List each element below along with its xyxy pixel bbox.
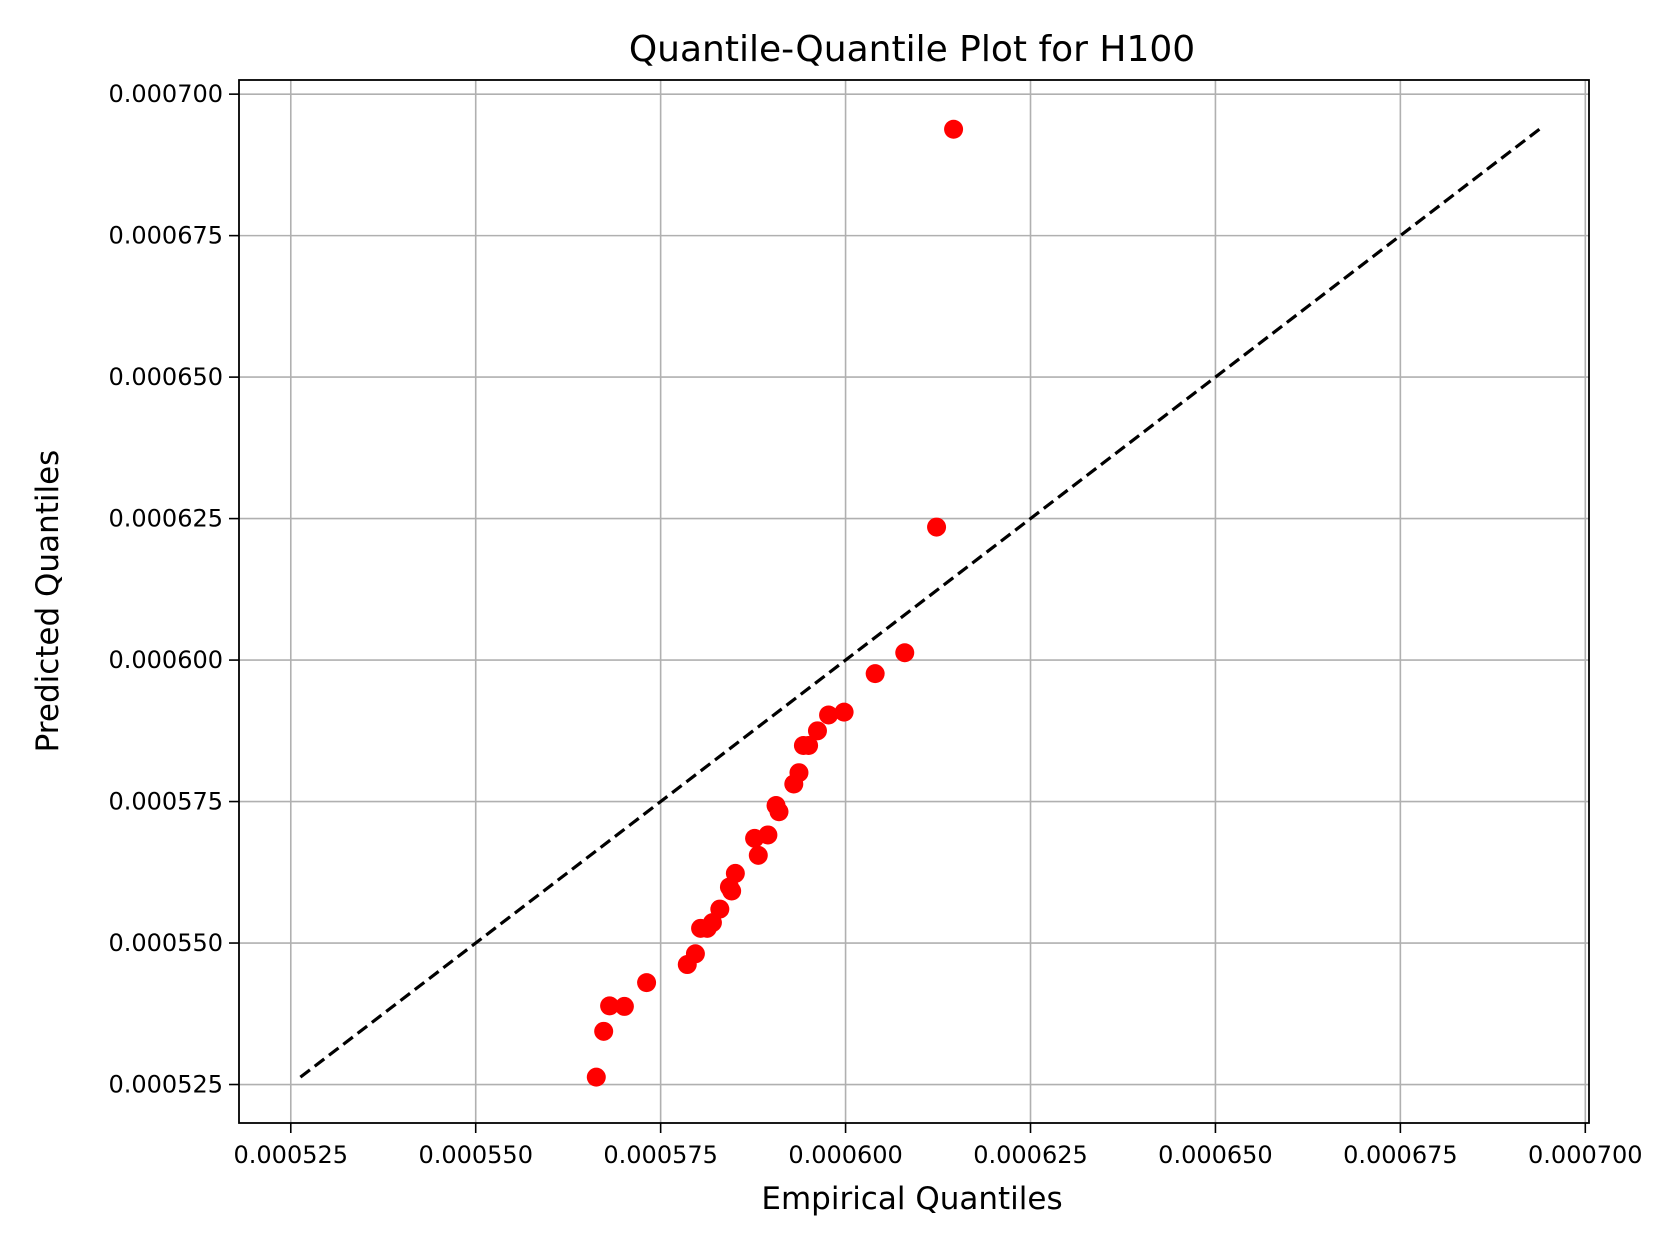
- data-point: [637, 973, 657, 993]
- data-point: [789, 763, 809, 783]
- y-tick-label: 0.000575: [108, 788, 223, 816]
- data-point: [586, 1067, 606, 1087]
- data-point: [769, 802, 789, 822]
- x-axis-label: Empirical Quantiles: [761, 1181, 1062, 1217]
- y-tick-label: 0.000600: [108, 646, 223, 674]
- plot-frame: [238, 79, 1590, 1124]
- y-axis-label: Predicted Quantiles: [30, 450, 66, 753]
- data-point: [600, 996, 620, 1016]
- data-point: [758, 825, 778, 845]
- data-point: [799, 736, 819, 756]
- data-point: [725, 863, 745, 883]
- y-tick-label: 0.000700: [108, 80, 223, 108]
- data-point: [710, 899, 730, 919]
- x-tick-label: 0.000600: [788, 1141, 903, 1169]
- data-point: [594, 1021, 614, 1041]
- x-axis-ticks: 0.000525 0.000550 0.000575 0.000600 0.000625…: [234, 1123, 1643, 1169]
- data-point: [927, 517, 947, 537]
- data-point: [865, 664, 885, 684]
- data-point: [614, 996, 634, 1016]
- data-point: [834, 702, 854, 722]
- x-tick-label: 0.000675: [1343, 1141, 1458, 1169]
- data-point: [685, 944, 705, 964]
- x-tick-label: 0.000625: [973, 1141, 1088, 1169]
- x-tick-label: 0.000575: [603, 1141, 718, 1169]
- y-tick-label: 0.000675: [108, 222, 223, 250]
- reference-line-layer: [299, 127, 1542, 1079]
- y-tick-label: 0.000525: [108, 1071, 223, 1099]
- data-point: [944, 119, 964, 139]
- y-tick-label: 0.000550: [108, 929, 223, 957]
- data-point: [748, 845, 768, 865]
- data-points: [586, 119, 964, 1087]
- data-point: [722, 881, 742, 901]
- data-point: [819, 705, 839, 725]
- chart-title: Quantile-Quantile Plot for H100: [629, 29, 1195, 70]
- plot-area-background: [239, 80, 1589, 1123]
- grid-lines: [239, 80, 1589, 1123]
- x-tick-label: 0.000525: [234, 1141, 349, 1169]
- y-tick-label: 0.000625: [108, 505, 223, 533]
- x-tick-label: 0.000650: [1158, 1141, 1273, 1169]
- data-point: [895, 643, 915, 663]
- y-axis-ticks: 0.000525 0.000550 0.000575 0.000600 0.000625…: [108, 80, 239, 1099]
- y-tick-label: 0.000650: [108, 363, 223, 391]
- x-tick-label: 0.000550: [418, 1141, 533, 1169]
- x-tick-label: 0.000700: [1528, 1141, 1643, 1169]
- data-point: [807, 721, 827, 741]
- reference-line: [299, 127, 1542, 1079]
